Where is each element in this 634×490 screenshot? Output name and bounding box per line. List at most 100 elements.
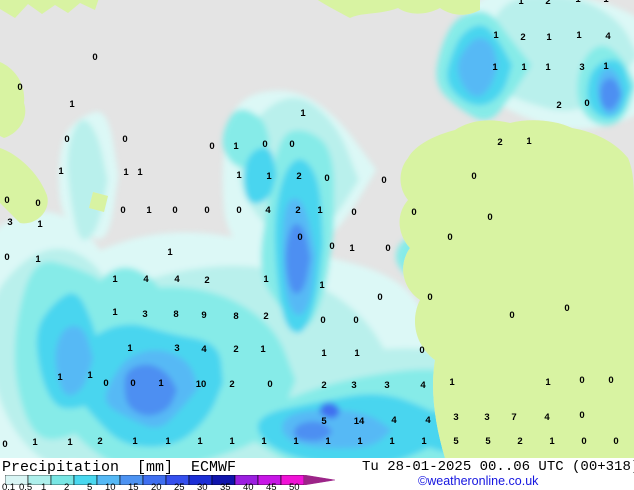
svg-text:1: 1 bbox=[158, 378, 164, 389]
svg-text:3: 3 bbox=[579, 62, 584, 73]
svg-text:0: 0 bbox=[329, 241, 334, 252]
svg-text:0: 0 bbox=[385, 243, 390, 254]
svg-text:1: 1 bbox=[319, 280, 325, 291]
svg-text:0: 0 bbox=[411, 207, 416, 218]
svg-text:1: 1 bbox=[132, 436, 138, 447]
svg-text:1: 1 bbox=[260, 344, 266, 355]
svg-text:1: 1 bbox=[197, 436, 203, 447]
svg-text:0: 0 bbox=[613, 436, 618, 447]
svg-text:0: 0 bbox=[64, 134, 69, 145]
svg-text:0: 0 bbox=[130, 378, 135, 389]
svg-text:0: 0 bbox=[297, 232, 302, 243]
svg-text:2: 2 bbox=[545, 0, 550, 7]
svg-text:1: 1 bbox=[603, 0, 609, 5]
svg-text:1: 1 bbox=[521, 62, 527, 73]
svg-text:2: 2 bbox=[321, 380, 326, 391]
svg-text:0: 0 bbox=[103, 378, 108, 389]
svg-text:0: 0 bbox=[427, 292, 432, 303]
svg-text:1: 1 bbox=[137, 167, 143, 178]
svg-text:0: 0 bbox=[581, 436, 586, 447]
svg-text:1: 1 bbox=[545, 62, 551, 73]
svg-text:5: 5 bbox=[485, 436, 491, 447]
svg-text:1: 1 bbox=[57, 372, 63, 383]
svg-text:0: 0 bbox=[204, 205, 209, 216]
svg-text:2: 2 bbox=[229, 379, 234, 390]
svg-text:4: 4 bbox=[420, 380, 426, 391]
svg-text:1: 1 bbox=[493, 30, 499, 41]
svg-text:3: 3 bbox=[453, 412, 458, 423]
svg-text:4: 4 bbox=[544, 412, 550, 423]
svg-text:1: 1 bbox=[293, 436, 299, 447]
svg-text:0: 0 bbox=[608, 375, 613, 386]
svg-text:1: 1 bbox=[67, 437, 73, 448]
svg-text:4: 4 bbox=[425, 415, 431, 426]
svg-text:0: 0 bbox=[17, 82, 22, 93]
svg-text:0: 0 bbox=[579, 375, 584, 386]
svg-text:3: 3 bbox=[174, 343, 179, 354]
svg-text:1: 1 bbox=[167, 247, 173, 258]
svg-text:1: 1 bbox=[261, 436, 267, 447]
svg-text:8: 8 bbox=[233, 311, 238, 322]
svg-text:0: 0 bbox=[209, 141, 214, 152]
svg-text:0: 0 bbox=[122, 134, 127, 145]
svg-text:0: 0 bbox=[353, 315, 358, 326]
svg-text:2: 2 bbox=[517, 436, 522, 447]
svg-text:1: 1 bbox=[165, 436, 171, 447]
svg-text:1: 1 bbox=[146, 205, 152, 216]
svg-text:1: 1 bbox=[112, 274, 118, 285]
svg-text:1: 1 bbox=[321, 348, 327, 359]
svg-text:2: 2 bbox=[295, 205, 300, 216]
svg-text:2: 2 bbox=[263, 311, 268, 322]
svg-text:4: 4 bbox=[201, 344, 207, 355]
svg-text:1: 1 bbox=[37, 219, 43, 230]
svg-text:0: 0 bbox=[579, 410, 584, 421]
svg-text:10: 10 bbox=[196, 379, 207, 390]
svg-text:7: 7 bbox=[511, 412, 516, 423]
svg-text:0: 0 bbox=[35, 198, 40, 209]
svg-text:8: 8 bbox=[173, 309, 178, 320]
svg-text:2: 2 bbox=[520, 32, 525, 43]
svg-text:1: 1 bbox=[236, 170, 242, 181]
svg-text:1: 1 bbox=[449, 377, 455, 388]
svg-text:1: 1 bbox=[421, 436, 427, 447]
svg-text:4: 4 bbox=[605, 31, 611, 42]
svg-text:4: 4 bbox=[143, 274, 149, 285]
svg-text:1: 1 bbox=[389, 436, 395, 447]
svg-text:0: 0 bbox=[351, 207, 356, 218]
svg-text:1: 1 bbox=[549, 436, 555, 447]
svg-text:1: 1 bbox=[317, 205, 323, 216]
svg-text:1: 1 bbox=[263, 274, 269, 285]
svg-text:0: 0 bbox=[509, 310, 514, 321]
svg-text:4: 4 bbox=[391, 415, 397, 426]
svg-text:1: 1 bbox=[492, 62, 498, 73]
svg-text:1: 1 bbox=[526, 136, 532, 147]
svg-text:0: 0 bbox=[262, 139, 267, 150]
svg-text:1: 1 bbox=[575, 0, 581, 5]
svg-text:0: 0 bbox=[289, 139, 294, 150]
svg-text:1: 1 bbox=[112, 307, 118, 318]
svg-text:14: 14 bbox=[354, 416, 365, 427]
svg-text:1: 1 bbox=[58, 166, 64, 177]
svg-text:1: 1 bbox=[127, 343, 133, 354]
svg-text:1: 1 bbox=[35, 254, 41, 265]
svg-text:0: 0 bbox=[172, 205, 177, 216]
svg-text:0: 0 bbox=[324, 173, 329, 184]
svg-text:2: 2 bbox=[204, 275, 209, 286]
svg-text:1: 1 bbox=[69, 99, 75, 110]
svg-text:0: 0 bbox=[381, 175, 386, 186]
svg-text:3: 3 bbox=[351, 380, 356, 391]
svg-text:0: 0 bbox=[564, 303, 569, 314]
svg-text:1: 1 bbox=[300, 108, 306, 119]
svg-text:0: 0 bbox=[2, 439, 7, 450]
svg-text:1: 1 bbox=[123, 167, 129, 178]
svg-text:9: 9 bbox=[201, 310, 206, 321]
svg-text:3: 3 bbox=[7, 217, 12, 228]
svg-text:1: 1 bbox=[354, 348, 360, 359]
svg-text:1: 1 bbox=[266, 171, 272, 182]
svg-text:0: 0 bbox=[4, 195, 9, 206]
svg-text:1: 1 bbox=[546, 32, 552, 43]
svg-text:0: 0 bbox=[377, 292, 382, 303]
svg-text:1: 1 bbox=[325, 436, 331, 447]
svg-text:0: 0 bbox=[267, 379, 272, 390]
svg-text:0: 0 bbox=[236, 205, 241, 216]
